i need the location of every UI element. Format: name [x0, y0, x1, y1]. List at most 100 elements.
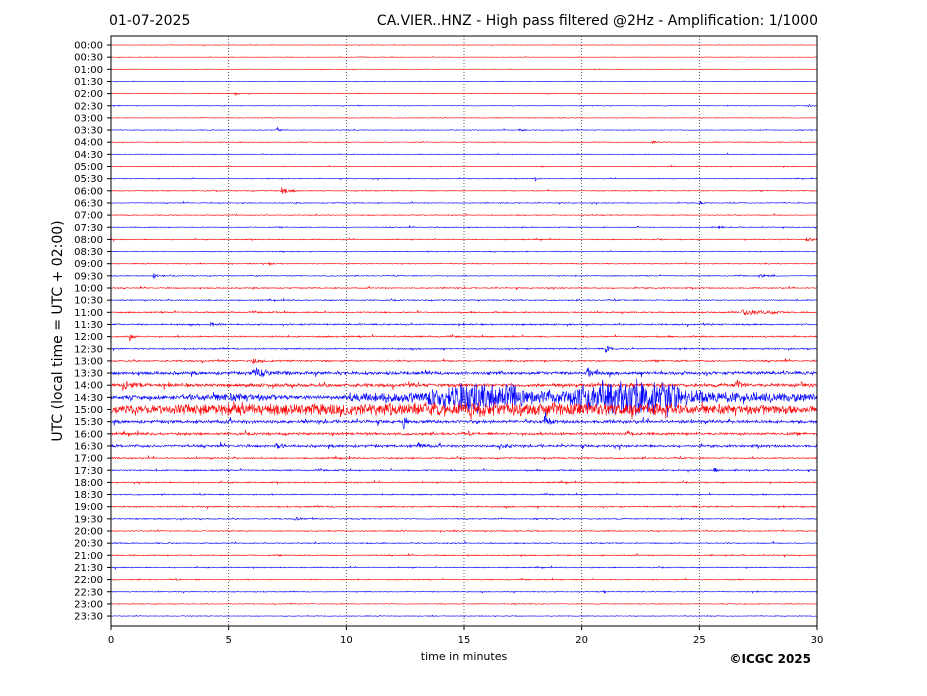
- trace-row-1600: [110, 429, 818, 437]
- trace-row-0130: [110, 80, 818, 83]
- trace-row-0000: [110, 43, 818, 47]
- row-label: 16:30: [74, 441, 103, 452]
- row-label: 22:00: [74, 575, 103, 586]
- trace-row-0300: [110, 116, 818, 120]
- trace-row-2200: [110, 577, 818, 581]
- trace-row-1230: [110, 345, 818, 353]
- row-label: 20:30: [74, 539, 103, 550]
- trace-row-0200: [110, 92, 818, 96]
- row-label: 06:30: [74, 198, 103, 209]
- trace-row-2030: [110, 540, 818, 545]
- trace-row-1430: [110, 378, 818, 418]
- row-label: 00:00: [74, 41, 103, 52]
- row-label: 09:30: [74, 271, 103, 282]
- row-label: 11:30: [74, 320, 103, 331]
- row-label: 23:30: [74, 612, 103, 623]
- trace-row-1730: [110, 467, 818, 474]
- row-label: 01:30: [74, 77, 103, 88]
- x-tick-labels: 0 5 10 15 20 25 30: [108, 626, 824, 646]
- x-tick-label: 5: [225, 635, 231, 646]
- trace-row-1300: [110, 358, 818, 365]
- trace-row-0500: [110, 164, 818, 169]
- row-label: 20:00: [74, 527, 103, 538]
- trace-row-0930: [110, 272, 818, 279]
- trace-row-1030: [110, 297, 818, 303]
- row-label: 21:30: [74, 563, 103, 574]
- row-label: 22:30: [74, 587, 103, 598]
- trace-row-1100: [110, 309, 818, 316]
- x-tick-label: 25: [693, 635, 706, 646]
- trace-row-1530: [110, 411, 818, 430]
- row-label: 18:30: [74, 490, 103, 501]
- trace-row-1930: [110, 516, 818, 521]
- trace-row-2100: [110, 552, 818, 558]
- trace-row-1200: [110, 333, 818, 342]
- plot-frame: [110, 35, 818, 627]
- trace-row-1830: [110, 492, 818, 497]
- trace-row-0830: [110, 249, 818, 253]
- trace-row-1800: [110, 479, 818, 485]
- y-axis-label: UTC (local time = UTC + 02:00): [50, 220, 66, 441]
- row-label: 03:00: [74, 113, 103, 124]
- row-label: 13:30: [74, 369, 103, 380]
- x-axis-label: time in minutes: [421, 650, 508, 663]
- row-label: 08:30: [74, 247, 103, 258]
- trace-row-0100: [110, 68, 818, 71]
- row-label: 05:00: [74, 162, 103, 173]
- trace-layer: [110, 43, 818, 618]
- trace-row-1700: [110, 454, 818, 461]
- row-label: 04:00: [74, 138, 103, 149]
- row-label: 14:30: [74, 393, 103, 404]
- row-label: 13:00: [74, 356, 103, 367]
- row-label: 23:00: [74, 599, 103, 610]
- row-label: 07:00: [74, 211, 103, 222]
- row-label: 14:00: [74, 381, 103, 392]
- trace-row-1900: [110, 504, 818, 510]
- x-tick-label: 20: [575, 635, 588, 646]
- trace-row-0800: [110, 236, 818, 243]
- trace-row-0900: [110, 261, 818, 266]
- trace-row-1400: [110, 379, 818, 391]
- row-label: 12:00: [74, 332, 103, 343]
- trace-row-0230: [110, 104, 818, 108]
- trace-row-0630: [110, 200, 818, 206]
- row-label: 10:30: [74, 296, 103, 307]
- chart-date: 01-07-2025: [109, 13, 190, 29]
- row-label: 16:00: [74, 429, 103, 440]
- row-label: 03:30: [74, 126, 103, 137]
- trace-row-0030: [110, 55, 818, 59]
- row-label: 17:30: [74, 466, 103, 477]
- trace-row-0700: [110, 212, 818, 217]
- trace-row-1130: [110, 321, 818, 328]
- trace-row-1000: [110, 285, 818, 291]
- trace-row-1330: [110, 366, 818, 378]
- trace-row-2230: [110, 590, 818, 594]
- row-label: 02:00: [74, 89, 103, 100]
- row-label: 19:00: [74, 502, 103, 513]
- row-label: 00:30: [74, 53, 103, 64]
- row-label: 17:00: [74, 454, 103, 465]
- row-label: 12:30: [74, 344, 103, 355]
- trace-row-2000: [110, 528, 818, 533]
- row-label: 15:00: [74, 405, 103, 416]
- trace-row-0330: [110, 126, 818, 132]
- trace-row-0430: [110, 152, 818, 156]
- trace-row-1630: [110, 441, 818, 451]
- x-tick-label: 15: [458, 635, 471, 646]
- row-label: 11:00: [74, 308, 103, 319]
- trace-row-1500: [110, 401, 818, 420]
- chart-title: CA.VIER..HNZ - High pass filtered @2Hz -…: [377, 13, 818, 29]
- row-label: 08:00: [74, 235, 103, 246]
- trace-row-2130: [110, 565, 818, 571]
- vertical-gridlines: [228, 36, 700, 626]
- x-tick-label: 30: [811, 635, 824, 646]
- row-label: 09:00: [74, 259, 103, 270]
- trace-row-0400: [110, 140, 818, 144]
- row-label: 01:00: [74, 65, 103, 76]
- trace-row-0530: [110, 176, 818, 182]
- row-label: 21:00: [74, 551, 103, 562]
- x-tick-label: 10: [340, 635, 353, 646]
- row-label: 02:30: [74, 101, 103, 112]
